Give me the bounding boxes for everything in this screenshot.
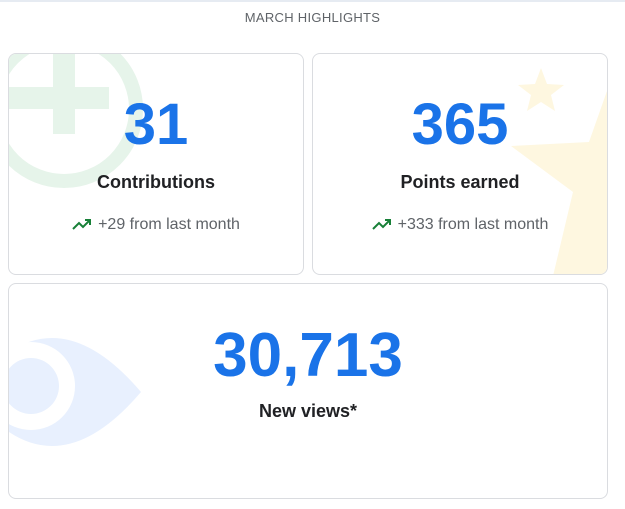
trending-up-icon: [371, 219, 391, 230]
points-trend-text: +333 from last month: [397, 216, 549, 233]
points-value: 365: [411, 92, 509, 157]
star-icon: [511, 68, 607, 274]
contributions-trend: +29 from last month: [9, 216, 303, 234]
points-trend: +333 from last month: [313, 216, 607, 234]
trending-up-icon: [72, 219, 92, 230]
top-divider: [0, 0, 625, 2]
section-title: MARCH HIGHLIGHTS: [244, 10, 381, 25]
add-circle-icon: [9, 54, 143, 188]
eye-icon: [9, 338, 141, 446]
views-label: New views*: [258, 401, 358, 421]
contributions-label: Contributions: [97, 172, 215, 192]
contributions-value: 31: [123, 92, 189, 157]
points-label: Points earned: [400, 172, 520, 192]
views-value: 30,713: [213, 321, 403, 390]
views-card: 30,713 New views*: [8, 283, 608, 499]
contributions-trend-text: +29 from last month: [98, 216, 240, 233]
points-card: 365 Points earned +333 from last month: [312, 53, 608, 275]
contributions-card: 31 Contributions +29 from last month: [8, 53, 304, 275]
